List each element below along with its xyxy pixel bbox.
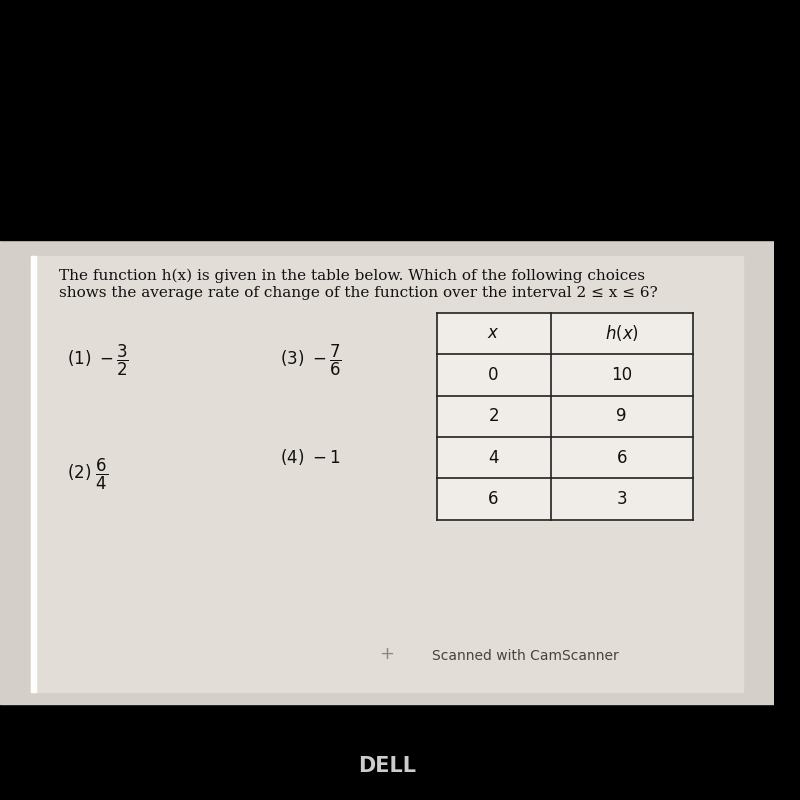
Bar (31, 256, 742, 692)
Text: $x$: $x$ (487, 324, 500, 342)
Text: +: + (379, 646, 394, 663)
Text: DELL: DELL (358, 757, 416, 776)
Bar (437, 313, 693, 520)
Bar (0, 240, 774, 704)
Bar (0, 704, 774, 800)
Text: 0: 0 (488, 366, 499, 384)
Text: 3: 3 (616, 490, 627, 508)
Bar (0, 0, 774, 240)
Text: 6: 6 (617, 449, 627, 466)
Text: shows the average rate of change of the function over the interval 2 ≤ x ≤ 6?: shows the average rate of change of the … (59, 286, 658, 300)
Text: 6: 6 (488, 490, 499, 508)
Text: The function h(x) is given in the table below. Which of the following choices: The function h(x) is given in the table … (59, 269, 646, 283)
Text: $(2)\ \dfrac{6}{4}$: $(2)\ \dfrac{6}{4}$ (66, 456, 108, 492)
Text: 10: 10 (611, 366, 632, 384)
Bar (31, 256, 36, 692)
Text: $(3)\ -\dfrac{7}{6}$: $(3)\ -\dfrac{7}{6}$ (280, 343, 342, 378)
Text: $(1)\ -\dfrac{3}{2}$: $(1)\ -\dfrac{3}{2}$ (66, 343, 129, 378)
Text: $h(x)$: $h(x)$ (605, 323, 638, 343)
Text: 4: 4 (488, 449, 499, 466)
Text: $(4)\ -1$: $(4)\ -1$ (280, 446, 341, 466)
Text: 2: 2 (488, 407, 499, 426)
Text: Scanned with CamScanner: Scanned with CamScanner (432, 649, 619, 663)
Text: 9: 9 (617, 407, 627, 426)
